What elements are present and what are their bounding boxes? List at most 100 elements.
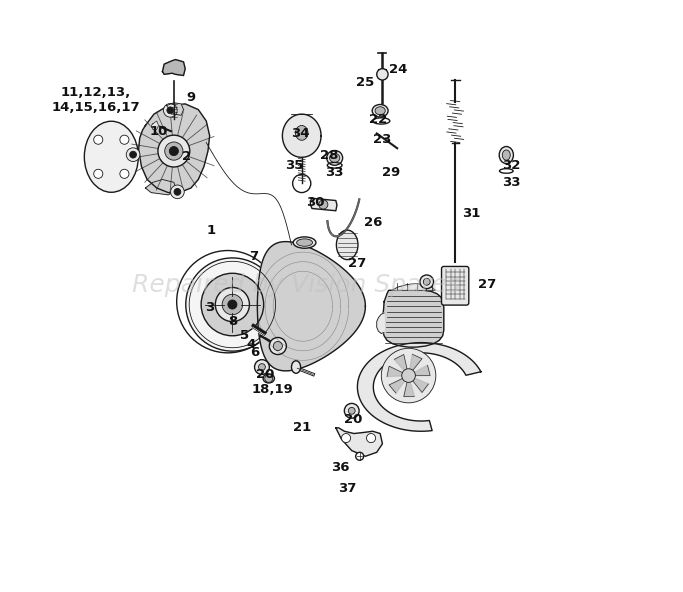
Polygon shape: [377, 313, 384, 333]
Circle shape: [169, 147, 178, 156]
Text: 23: 23: [373, 133, 391, 146]
Text: 32: 32: [502, 159, 520, 172]
Polygon shape: [357, 343, 481, 431]
Ellipse shape: [84, 121, 139, 192]
Text: 1: 1: [206, 224, 215, 237]
Circle shape: [222, 294, 242, 315]
Circle shape: [126, 148, 140, 162]
Polygon shape: [145, 179, 177, 195]
Circle shape: [377, 69, 388, 80]
Polygon shape: [310, 198, 337, 211]
Text: 7: 7: [249, 250, 258, 263]
Polygon shape: [387, 366, 408, 377]
Polygon shape: [408, 375, 428, 392]
Text: 2: 2: [182, 150, 191, 163]
Circle shape: [381, 348, 436, 403]
Polygon shape: [167, 103, 184, 115]
Circle shape: [165, 142, 183, 160]
Circle shape: [348, 407, 355, 414]
Circle shape: [269, 337, 286, 355]
Circle shape: [265, 374, 273, 382]
Polygon shape: [336, 428, 382, 456]
Circle shape: [171, 185, 184, 199]
Ellipse shape: [372, 104, 388, 117]
Circle shape: [319, 200, 328, 209]
Ellipse shape: [292, 361, 301, 374]
Ellipse shape: [337, 230, 358, 260]
Polygon shape: [404, 375, 415, 397]
Circle shape: [186, 258, 279, 351]
Circle shape: [167, 107, 173, 114]
Text: 26: 26: [364, 215, 382, 229]
Text: 4: 4: [246, 338, 255, 351]
Text: 20: 20: [255, 368, 274, 381]
Text: 27: 27: [478, 278, 496, 291]
Polygon shape: [394, 355, 408, 375]
Text: 35: 35: [285, 159, 303, 172]
Circle shape: [94, 135, 103, 144]
Polygon shape: [408, 365, 430, 375]
Ellipse shape: [375, 107, 385, 115]
Text: 33: 33: [501, 176, 520, 189]
Text: 36: 36: [331, 461, 350, 474]
Text: 25: 25: [356, 76, 374, 89]
Polygon shape: [382, 290, 444, 347]
Text: 27: 27: [348, 256, 367, 269]
Circle shape: [356, 452, 363, 460]
Ellipse shape: [330, 153, 340, 162]
Text: 34: 34: [292, 127, 310, 140]
Polygon shape: [389, 375, 408, 393]
Text: 37: 37: [338, 482, 357, 494]
Polygon shape: [151, 121, 158, 130]
Circle shape: [420, 275, 434, 289]
Circle shape: [402, 369, 415, 382]
Text: 11,12,13,
14,15,16,17: 11,12,13, 14,15,16,17: [52, 86, 140, 114]
Circle shape: [259, 363, 265, 371]
Ellipse shape: [499, 147, 514, 163]
Text: 24: 24: [389, 63, 408, 76]
Text: 3: 3: [205, 301, 214, 314]
Ellipse shape: [263, 374, 275, 383]
Circle shape: [228, 300, 237, 309]
Polygon shape: [257, 242, 365, 371]
Text: 6: 6: [251, 346, 260, 359]
Ellipse shape: [293, 237, 316, 248]
Text: Repaired by Vision Spares: Repaired by Vision Spares: [132, 273, 460, 297]
Text: 22: 22: [370, 113, 387, 126]
Circle shape: [367, 433, 376, 443]
Text: 21: 21: [292, 422, 311, 435]
Circle shape: [273, 342, 282, 350]
Text: 33: 33: [325, 166, 344, 179]
Text: 10: 10: [150, 125, 168, 138]
Text: 8: 8: [227, 315, 237, 328]
Polygon shape: [139, 104, 210, 192]
Circle shape: [174, 188, 181, 195]
Ellipse shape: [296, 239, 313, 246]
Text: 9: 9: [186, 91, 195, 104]
Ellipse shape: [326, 150, 343, 165]
Text: 30: 30: [306, 196, 324, 209]
Text: 18,19: 18,19: [251, 383, 293, 396]
Polygon shape: [163, 60, 185, 76]
Circle shape: [130, 151, 137, 158]
Ellipse shape: [502, 150, 510, 160]
Text: 20: 20: [344, 413, 362, 426]
FancyBboxPatch shape: [441, 266, 469, 305]
Circle shape: [201, 274, 264, 336]
Polygon shape: [408, 354, 422, 375]
Circle shape: [215, 288, 249, 321]
Polygon shape: [282, 114, 321, 157]
Circle shape: [120, 135, 129, 144]
Circle shape: [163, 104, 177, 117]
Text: 5: 5: [240, 329, 249, 342]
Text: 28: 28: [320, 149, 339, 162]
Circle shape: [120, 169, 129, 178]
Circle shape: [342, 433, 350, 443]
Text: 31: 31: [462, 207, 480, 220]
Circle shape: [94, 169, 103, 178]
Ellipse shape: [296, 126, 308, 140]
Polygon shape: [391, 284, 435, 290]
Circle shape: [344, 403, 359, 418]
Circle shape: [158, 135, 190, 167]
Circle shape: [255, 360, 269, 374]
